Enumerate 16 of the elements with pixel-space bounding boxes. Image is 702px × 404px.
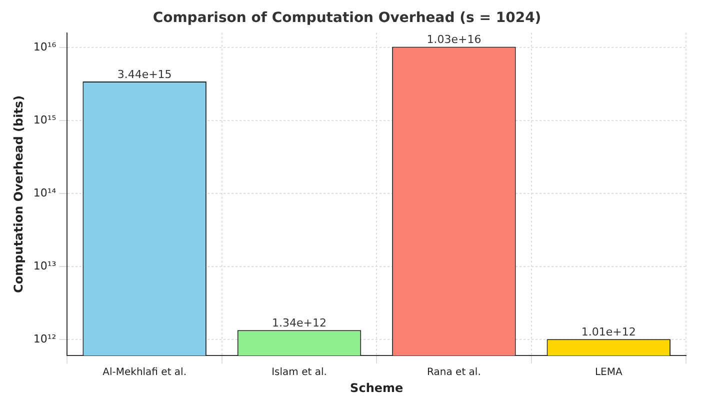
chart-title: Comparison of Computation Overhead (s = 1024) [152,10,542,26]
y-tick-label: 10¹⁵ [33,113,56,126]
x-tick-label: Islam et al. [272,367,327,378]
y-tick-label: 10¹² [33,332,56,346]
x-axis-title: Scheme [350,380,404,395]
x-tick-label: Rana et al. [427,367,481,378]
data-label: 3.44e+15 [117,68,172,81]
y-tick-label: 10¹⁴ [33,186,57,200]
data-label: 1.01e+12 [581,325,636,338]
x-tick-label: Al-Mekhlafi et al. [102,367,186,378]
y-tick-label: 10¹³ [33,259,56,272]
y-tick-label: 10¹⁶ [33,40,57,54]
data-label: 1.34e+12 [272,316,326,330]
y-axis-title: Computation Overhead (bits) [11,95,26,293]
x-tick-label: LEMA [594,367,622,378]
data-label: 1.03e+16 [426,33,482,46]
